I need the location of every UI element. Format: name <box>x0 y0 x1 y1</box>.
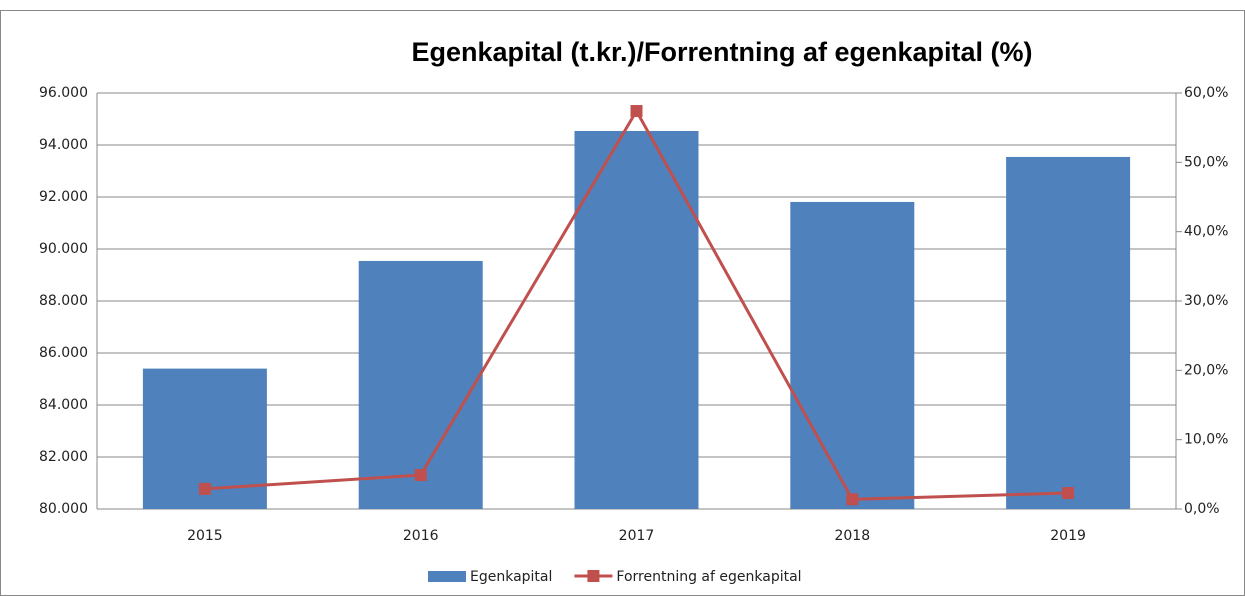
y-tick-label: 96.000 <box>39 85 88 101</box>
y2-tick-label: 60,0% <box>1184 85 1228 101</box>
y2-tick-label: 0,0% <box>1184 501 1220 517</box>
y-tick-label: 94.000 <box>39 137 88 153</box>
bar <box>790 201 915 509</box>
bar <box>574 130 699 509</box>
x-tick-label: 2018 <box>834 528 870 544</box>
legend-label: Forrentning af egenkapital <box>616 569 801 585</box>
y-tick-label: 84.000 <box>39 397 88 413</box>
legend-swatch <box>587 570 600 582</box>
bar <box>358 260 483 509</box>
bar <box>1006 156 1131 509</box>
y2-tick-label: 10,0% <box>1184 432 1228 448</box>
legend-swatch <box>428 571 466 582</box>
line-marker <box>846 493 859 506</box>
line-marker <box>414 469 427 482</box>
x-tick-label: 2016 <box>403 528 439 544</box>
y-tick-label: 88.000 <box>39 293 88 309</box>
chart-title: Egenkapital (t.kr.)/Forrentning af egenk… <box>411 37 1032 67</box>
y-tick-label: 90.000 <box>39 241 88 257</box>
y-tick-label: 92.000 <box>39 189 88 205</box>
y2-tick-label: 50,0% <box>1184 154 1228 170</box>
line-marker <box>1062 487 1075 500</box>
y2-tick-label: 40,0% <box>1184 224 1228 240</box>
x-tick-label: 2017 <box>619 528 655 544</box>
y2-tick-label: 20,0% <box>1184 362 1228 378</box>
y2-tick-label: 30,0% <box>1184 293 1228 309</box>
y-tick-label: 86.000 <box>39 345 88 361</box>
x-tick-label: 2015 <box>187 528 223 544</box>
y-tick-label: 80.000 <box>39 501 88 517</box>
x-tick-label: 2019 <box>1050 528 1086 544</box>
y-tick-label: 82.000 <box>39 449 88 465</box>
line-marker <box>198 482 211 495</box>
line-marker <box>630 105 643 118</box>
legend-label: Egenkapital <box>470 569 552 585</box>
